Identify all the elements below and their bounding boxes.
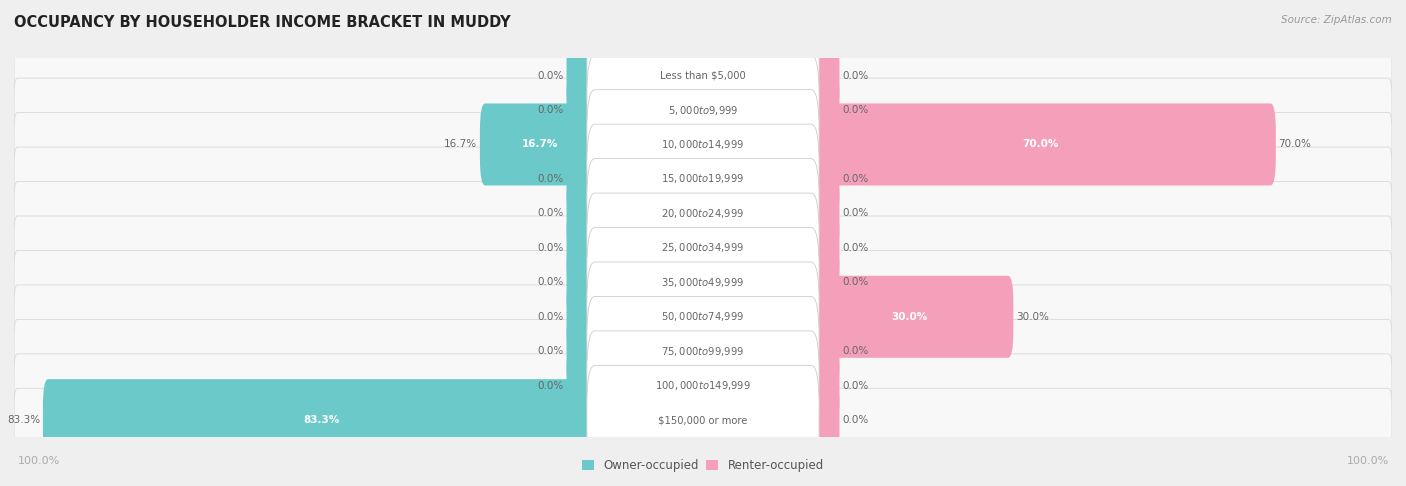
FancyBboxPatch shape	[14, 78, 1392, 142]
FancyBboxPatch shape	[806, 104, 1275, 186]
Text: $5,000 to $9,999: $5,000 to $9,999	[668, 104, 738, 117]
FancyBboxPatch shape	[806, 276, 1014, 358]
Text: 0.0%: 0.0%	[537, 105, 564, 115]
FancyBboxPatch shape	[806, 207, 839, 289]
FancyBboxPatch shape	[586, 21, 820, 130]
Text: 0.0%: 0.0%	[842, 208, 869, 218]
FancyBboxPatch shape	[586, 158, 820, 268]
Text: 83.3%: 83.3%	[7, 415, 41, 425]
Text: 100.0%: 100.0%	[1347, 456, 1389, 467]
Text: 30.0%: 30.0%	[891, 312, 928, 322]
FancyBboxPatch shape	[586, 55, 820, 165]
FancyBboxPatch shape	[567, 35, 600, 117]
FancyBboxPatch shape	[586, 124, 820, 234]
Text: 0.0%: 0.0%	[842, 243, 869, 253]
FancyBboxPatch shape	[14, 216, 1392, 280]
FancyBboxPatch shape	[586, 365, 820, 475]
Text: 0.0%: 0.0%	[537, 278, 564, 287]
FancyBboxPatch shape	[14, 44, 1392, 107]
Text: 16.7%: 16.7%	[522, 139, 558, 150]
FancyBboxPatch shape	[806, 138, 839, 220]
FancyBboxPatch shape	[567, 173, 600, 254]
Text: $35,000 to $49,999: $35,000 to $49,999	[661, 276, 745, 289]
Text: 0.0%: 0.0%	[842, 105, 869, 115]
Text: 0.0%: 0.0%	[842, 174, 869, 184]
Text: 0.0%: 0.0%	[842, 381, 869, 391]
Text: $75,000 to $99,999: $75,000 to $99,999	[661, 345, 745, 358]
FancyBboxPatch shape	[14, 285, 1392, 348]
Text: $150,000 or more: $150,000 or more	[658, 415, 748, 425]
FancyBboxPatch shape	[567, 276, 600, 358]
FancyBboxPatch shape	[567, 207, 600, 289]
FancyBboxPatch shape	[806, 242, 839, 323]
Text: 0.0%: 0.0%	[842, 70, 869, 81]
FancyBboxPatch shape	[806, 69, 839, 151]
FancyBboxPatch shape	[567, 69, 600, 151]
FancyBboxPatch shape	[14, 181, 1392, 245]
FancyBboxPatch shape	[14, 250, 1392, 314]
FancyBboxPatch shape	[14, 113, 1392, 176]
Text: 30.0%: 30.0%	[1017, 312, 1049, 322]
Text: 0.0%: 0.0%	[842, 346, 869, 356]
FancyBboxPatch shape	[806, 173, 839, 254]
FancyBboxPatch shape	[806, 310, 839, 392]
FancyBboxPatch shape	[14, 147, 1392, 211]
Text: $20,000 to $24,999: $20,000 to $24,999	[661, 207, 745, 220]
FancyBboxPatch shape	[586, 227, 820, 337]
Text: 0.0%: 0.0%	[842, 415, 869, 425]
Text: 0.0%: 0.0%	[537, 312, 564, 322]
FancyBboxPatch shape	[806, 345, 839, 427]
Text: $10,000 to $14,999: $10,000 to $14,999	[661, 138, 745, 151]
Text: 0.0%: 0.0%	[537, 70, 564, 81]
Text: $50,000 to $74,999: $50,000 to $74,999	[661, 310, 745, 323]
Text: 83.3%: 83.3%	[304, 415, 340, 425]
Text: $100,000 to $149,999: $100,000 to $149,999	[655, 379, 751, 392]
Text: 0.0%: 0.0%	[842, 278, 869, 287]
Text: $25,000 to $34,999: $25,000 to $34,999	[661, 242, 745, 254]
Text: OCCUPANCY BY HOUSEHOLDER INCOME BRACKET IN MUDDY: OCCUPANCY BY HOUSEHOLDER INCOME BRACKET …	[14, 15, 510, 30]
FancyBboxPatch shape	[586, 90, 820, 199]
FancyBboxPatch shape	[567, 138, 600, 220]
FancyBboxPatch shape	[567, 242, 600, 323]
Text: 70.0%: 70.0%	[1022, 139, 1059, 150]
Text: 0.0%: 0.0%	[537, 381, 564, 391]
Text: 0.0%: 0.0%	[537, 243, 564, 253]
Text: 16.7%: 16.7%	[444, 139, 477, 150]
FancyBboxPatch shape	[806, 35, 839, 117]
FancyBboxPatch shape	[567, 345, 600, 427]
FancyBboxPatch shape	[14, 388, 1392, 452]
FancyBboxPatch shape	[586, 262, 820, 372]
FancyBboxPatch shape	[14, 354, 1392, 417]
Text: 0.0%: 0.0%	[537, 208, 564, 218]
Text: 0.0%: 0.0%	[537, 346, 564, 356]
FancyBboxPatch shape	[44, 379, 600, 461]
FancyBboxPatch shape	[806, 379, 839, 461]
FancyBboxPatch shape	[479, 104, 600, 186]
Legend: Owner-occupied, Renter-occupied: Owner-occupied, Renter-occupied	[578, 454, 828, 477]
Text: 70.0%: 70.0%	[1278, 139, 1312, 150]
Text: Source: ZipAtlas.com: Source: ZipAtlas.com	[1281, 15, 1392, 25]
FancyBboxPatch shape	[586, 331, 820, 440]
Text: 0.0%: 0.0%	[537, 174, 564, 184]
FancyBboxPatch shape	[14, 319, 1392, 383]
FancyBboxPatch shape	[586, 193, 820, 303]
FancyBboxPatch shape	[586, 296, 820, 406]
FancyBboxPatch shape	[567, 310, 600, 392]
Text: $15,000 to $19,999: $15,000 to $19,999	[661, 173, 745, 186]
Text: Less than $5,000: Less than $5,000	[661, 70, 745, 81]
Text: 100.0%: 100.0%	[17, 456, 59, 467]
